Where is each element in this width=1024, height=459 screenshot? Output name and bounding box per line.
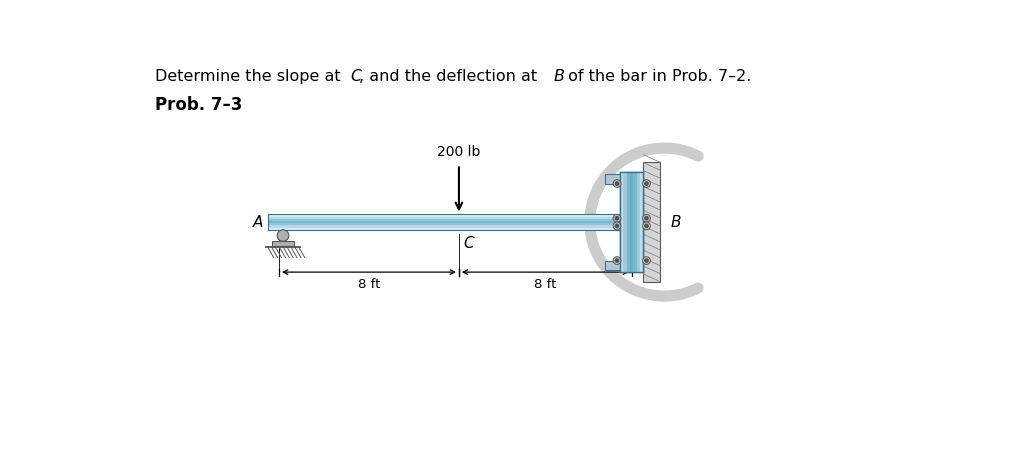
Circle shape — [613, 223, 621, 230]
Text: B: B — [671, 214, 681, 230]
Circle shape — [615, 217, 618, 220]
Bar — [640, 173, 643, 273]
Bar — [634, 173, 637, 273]
Circle shape — [643, 180, 650, 188]
Circle shape — [643, 215, 650, 223]
Circle shape — [615, 259, 618, 263]
Text: C: C — [350, 69, 361, 84]
Bar — [267, 224, 636, 226]
Bar — [267, 219, 636, 222]
Bar — [272, 242, 294, 246]
Text: 8 ft: 8 ft — [535, 278, 556, 291]
Text: 200 lb: 200 lb — [437, 145, 480, 159]
Bar — [627, 173, 630, 273]
Circle shape — [615, 183, 618, 186]
Text: Prob. 7–3: Prob. 7–3 — [155, 96, 243, 114]
Circle shape — [613, 215, 621, 223]
Bar — [267, 217, 636, 219]
Text: Determine the slope at: Determine the slope at — [155, 69, 346, 84]
Bar — [637, 173, 640, 273]
Bar — [621, 173, 643, 273]
Bar — [604, 261, 621, 270]
Circle shape — [645, 183, 648, 186]
Circle shape — [278, 230, 289, 242]
Bar — [621, 173, 624, 273]
Bar — [267, 228, 636, 230]
Circle shape — [643, 257, 650, 265]
Text: C: C — [464, 235, 474, 251]
Circle shape — [645, 217, 648, 220]
Bar — [643, 163, 660, 282]
Text: 8 ft: 8 ft — [357, 278, 380, 291]
Bar — [604, 175, 621, 184]
Text: B: B — [554, 69, 564, 84]
Text: , and the deflection at: , and the deflection at — [359, 69, 542, 84]
Circle shape — [643, 223, 650, 230]
Circle shape — [645, 259, 648, 263]
Bar — [267, 215, 636, 217]
Text: of the bar in Prob. 7–2.: of the bar in Prob. 7–2. — [563, 69, 752, 84]
Bar — [267, 226, 636, 228]
Circle shape — [615, 225, 618, 228]
Circle shape — [645, 225, 648, 228]
Circle shape — [613, 257, 621, 265]
Bar — [624, 173, 627, 273]
Text: A: A — [253, 214, 263, 230]
Bar — [267, 222, 636, 224]
Bar — [630, 173, 634, 273]
Circle shape — [613, 180, 621, 188]
